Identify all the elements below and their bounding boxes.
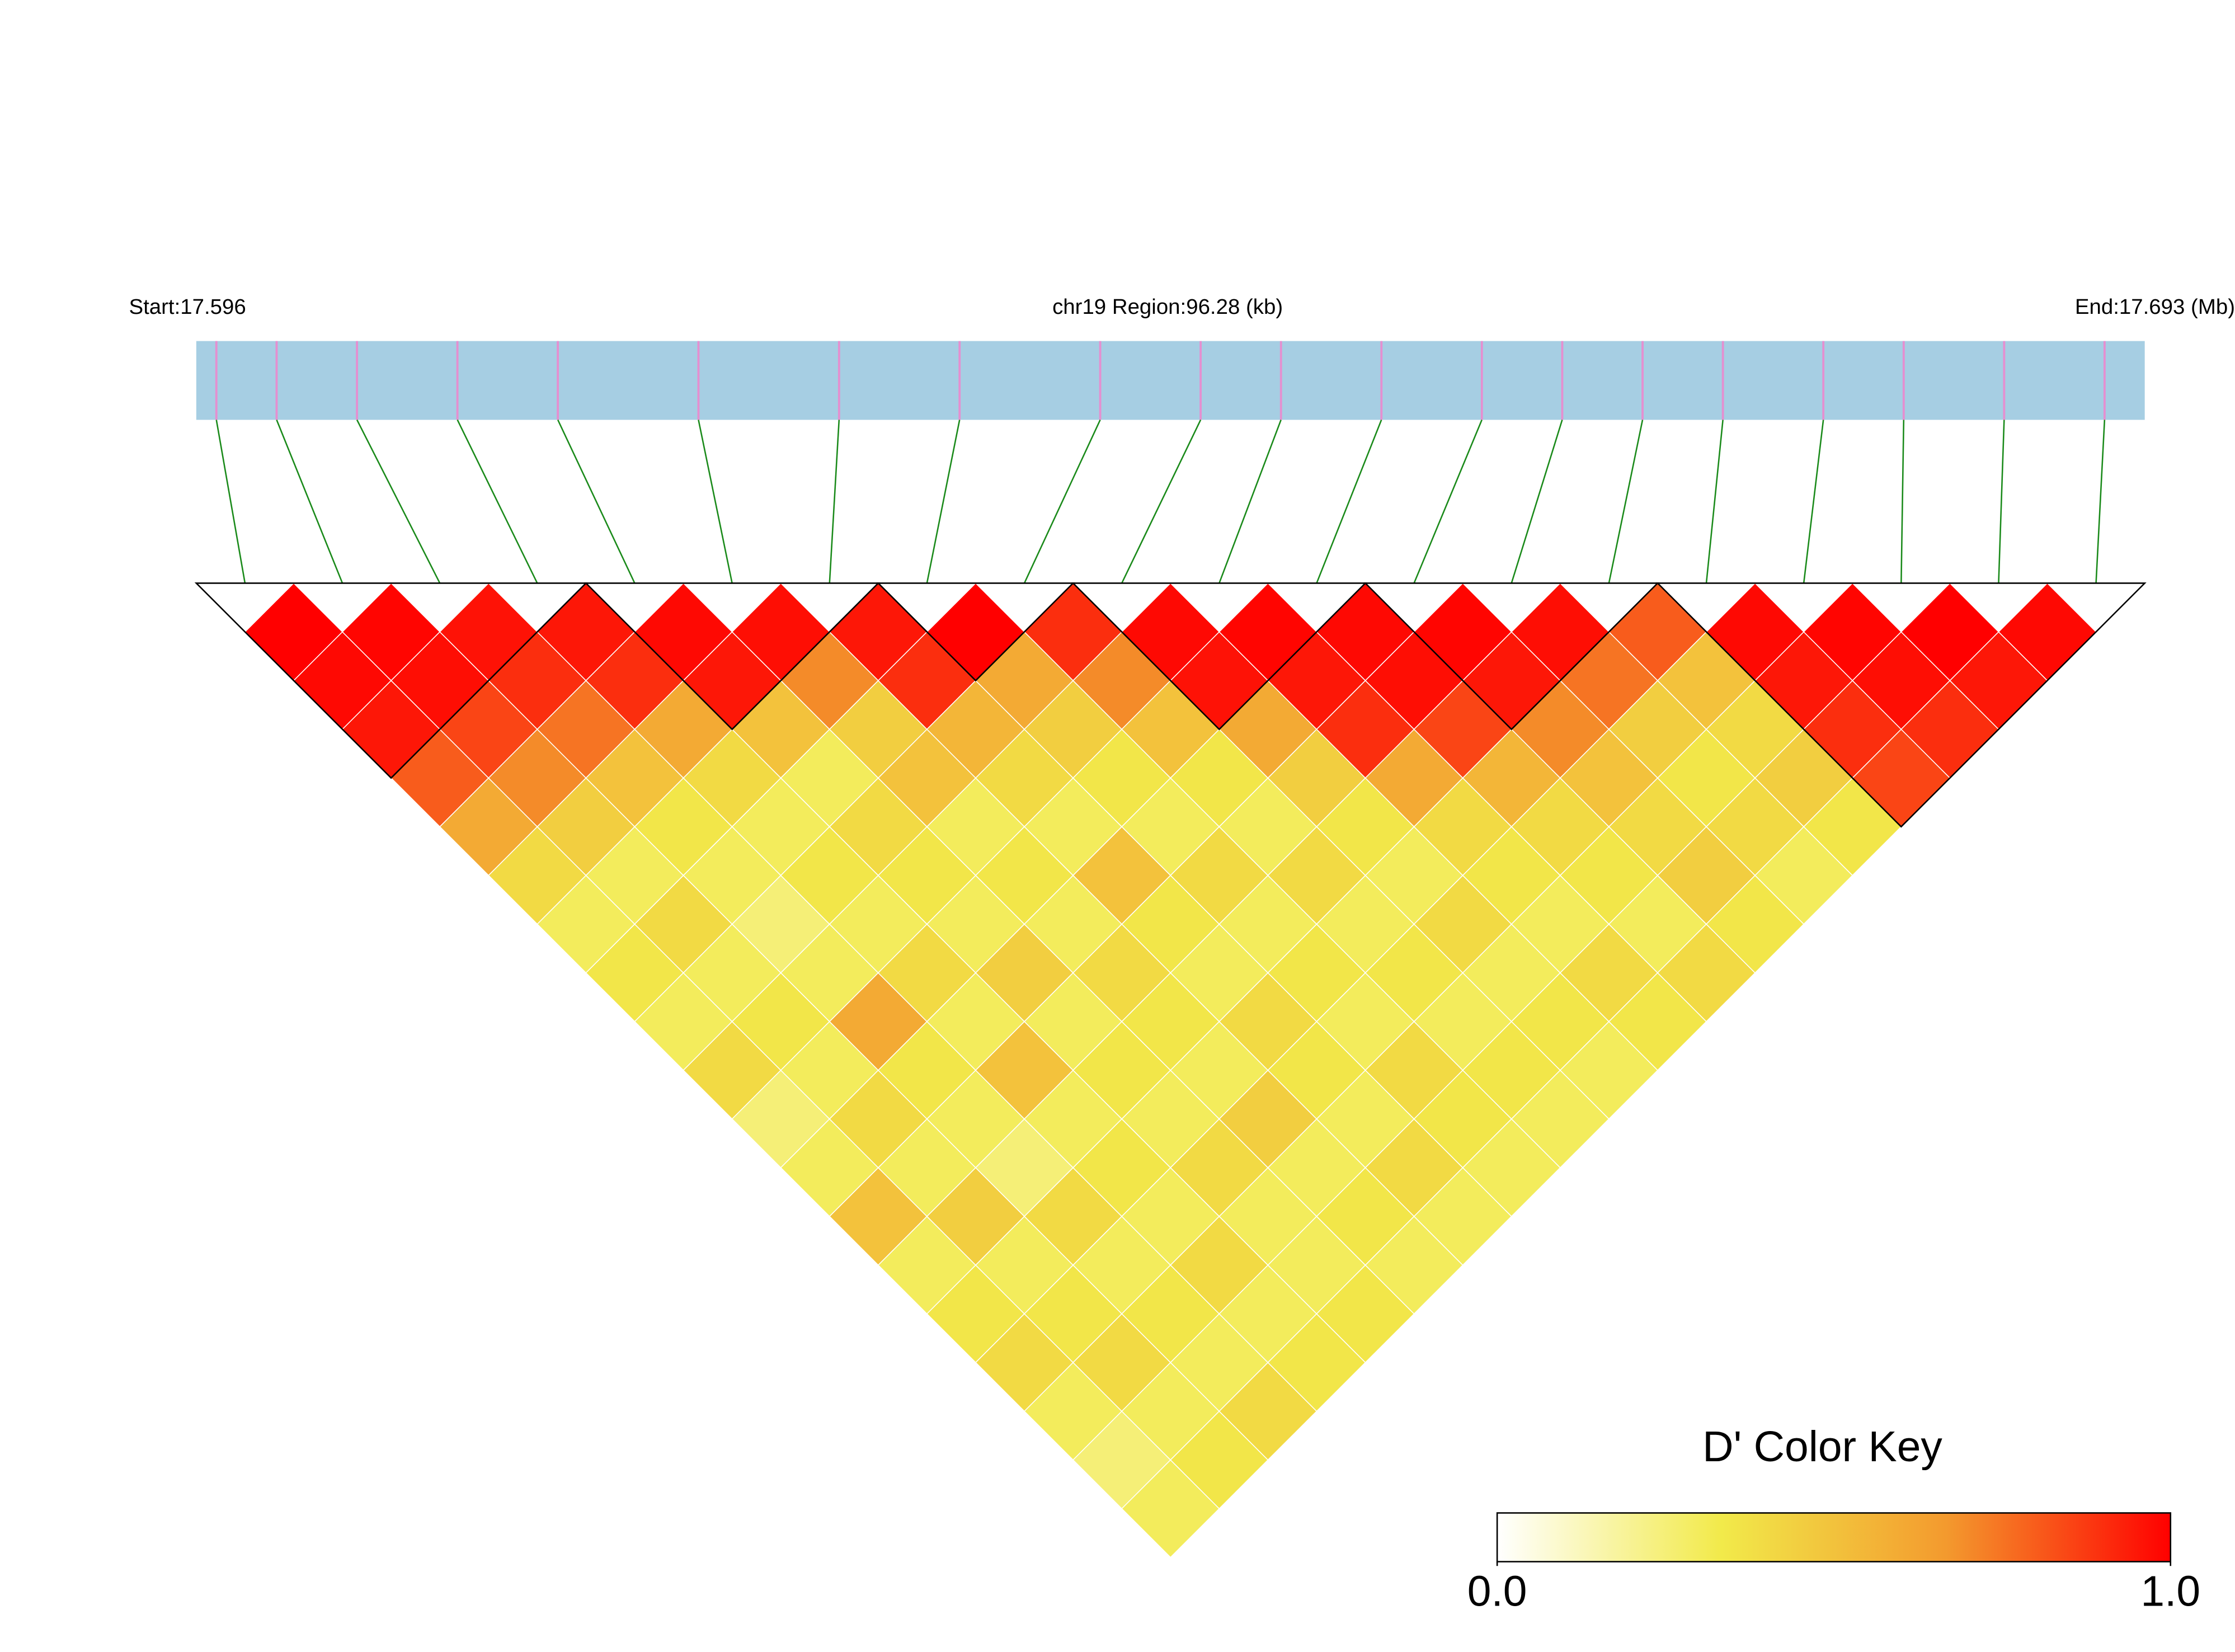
- snp-link: [1023, 419, 1101, 583]
- snp-link: [926, 420, 961, 583]
- ld-block: [1655, 582, 2147, 828]
- snp-link: [698, 420, 733, 583]
- x-end-label: Start:17.596: [129, 295, 246, 319]
- snp-link: [1803, 420, 1824, 583]
- snp-link: [1998, 420, 2005, 583]
- snp-link: [1511, 420, 1563, 583]
- key-tick-label: 1.0: [2140, 1568, 2200, 1616]
- ld-block: [584, 582, 880, 731]
- snp-link: [276, 420, 344, 583]
- region-bar: [196, 341, 2145, 420]
- snp-link: [457, 419, 538, 583]
- snp-link: [1900, 420, 1905, 583]
- ld-block: [1071, 582, 1367, 731]
- snp-link: [557, 419, 636, 583]
- snp-link: [1316, 420, 1382, 583]
- region-title: chr19 Region:96.28 (kb): [1052, 295, 1283, 319]
- ld-block: [194, 582, 588, 779]
- snp-link: [356, 419, 441, 584]
- x-end-label: End:17.693 (Mb): [2075, 295, 2235, 319]
- snp-link: [1413, 419, 1483, 583]
- key-tick-label: 0.0: [1467, 1568, 1527, 1616]
- snp-link: [1705, 420, 1724, 583]
- snp-link: [1121, 419, 1202, 583]
- snp-link: [2095, 420, 2106, 583]
- color-key: [1496, 1512, 2172, 1562]
- color-key-title: D' Color Key: [1702, 1423, 1942, 1471]
- ld-block: [1363, 582, 1660, 731]
- snp-link: [829, 420, 840, 583]
- snp-link: [1608, 420, 1644, 583]
- ld-block: [876, 582, 1075, 682]
- snp-link: [1218, 420, 1282, 583]
- snp-link: [215, 420, 246, 583]
